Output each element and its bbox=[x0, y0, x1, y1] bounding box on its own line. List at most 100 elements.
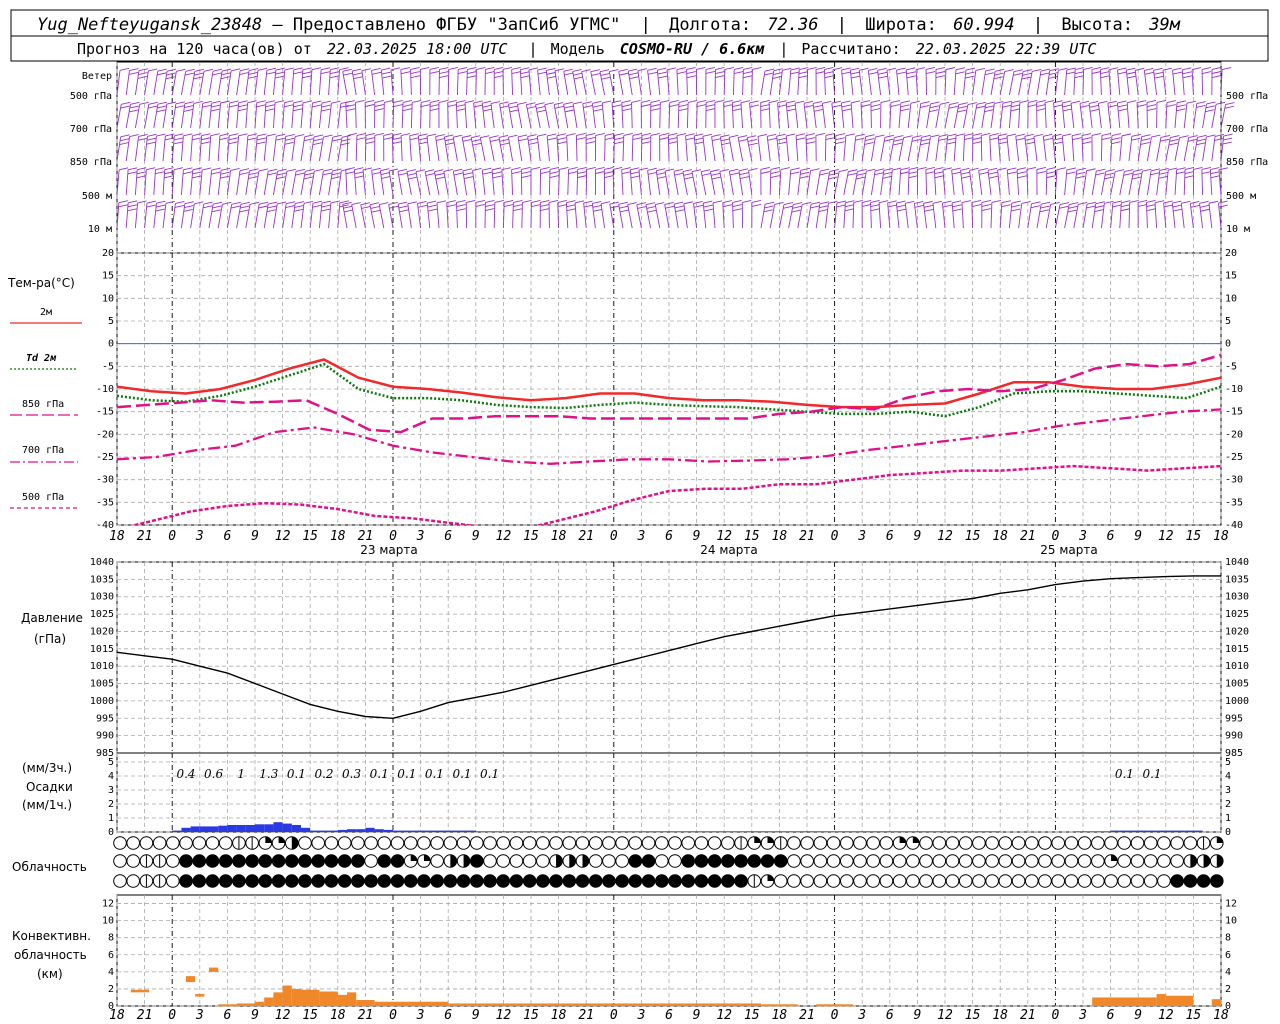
wind-barb bbox=[1097, 103, 1102, 129]
y-tick-label-right: -15 bbox=[1225, 407, 1243, 418]
wind-barb bbox=[208, 204, 214, 229]
wind-barb-feather bbox=[965, 71, 975, 75]
wind-barb-feather bbox=[1039, 209, 1049, 213]
wind-barb-feather bbox=[935, 75, 946, 79]
wind-barb-feather bbox=[900, 171, 910, 175]
wind-barb-feather bbox=[1095, 201, 1105, 205]
wind-barb-feather bbox=[1001, 204, 1011, 208]
wind-level-500m-right: 500 м bbox=[1226, 191, 1256, 202]
wind-barb bbox=[512, 202, 514, 229]
cloud-symbol bbox=[483, 854, 497, 868]
cloud-symbol bbox=[1117, 854, 1132, 868]
conv-label-1: Конвективн. bbox=[12, 929, 91, 943]
wind-barb-feather bbox=[987, 167, 998, 171]
cloud-symbol bbox=[1143, 854, 1158, 868]
wind-barb bbox=[1082, 69, 1085, 96]
wind-barb-feather bbox=[894, 135, 904, 139]
wind-barb-feather bbox=[500, 142, 510, 146]
cloud-symbol bbox=[866, 854, 881, 868]
precip-bar bbox=[1083, 831, 1093, 832]
cloud-symbol bbox=[972, 854, 986, 868]
wind-barb bbox=[1064, 204, 1070, 229]
wind-barb-feather bbox=[665, 205, 675, 209]
wind-barb-feather bbox=[1059, 205, 1069, 209]
y-tick-label: 1040 bbox=[90, 557, 114, 568]
wind-barb-feather bbox=[292, 108, 303, 112]
wind-barb-feather bbox=[285, 205, 295, 209]
wind-barb-feather bbox=[467, 67, 477, 70]
y-tick-label: 1015 bbox=[90, 644, 114, 655]
wind-barb-feather bbox=[183, 209, 193, 212]
wind-barb-feather bbox=[1091, 71, 1102, 74]
wind-barb bbox=[199, 135, 202, 162]
y-tick-label-right: 3 bbox=[1225, 785, 1231, 796]
wind-barb-feather bbox=[1186, 100, 1197, 104]
wind-barb bbox=[898, 102, 902, 129]
cloud-scattered bbox=[899, 836, 906, 843]
x-tick-label: 9 bbox=[693, 1008, 701, 1023]
wind-barb-feather bbox=[1184, 171, 1195, 174]
wind-barb-feather bbox=[760, 108, 770, 112]
wind-barb-feather bbox=[701, 169, 711, 173]
wind-barb-feather bbox=[212, 68, 223, 72]
wind-barb bbox=[700, 171, 707, 196]
wind-barb-feather bbox=[436, 200, 447, 204]
wind-barb-feather bbox=[146, 204, 156, 208]
wind-barb-feather bbox=[1187, 138, 1198, 142]
wind-barb-feather bbox=[511, 71, 521, 75]
wind-barb-feather bbox=[311, 67, 322, 71]
wind-barb-feather bbox=[1048, 76, 1058, 79]
wind-barb bbox=[618, 71, 624, 96]
wind-barb bbox=[627, 70, 633, 96]
wind-barb-feather bbox=[212, 201, 223, 205]
wind-barb-feather bbox=[742, 199, 752, 203]
wind-barb-feather bbox=[138, 72, 148, 76]
wind-barb bbox=[226, 204, 233, 229]
wind-barb bbox=[125, 202, 129, 229]
cloud-symbol bbox=[351, 836, 365, 850]
wind-barb bbox=[134, 70, 140, 96]
wind-barb-feather bbox=[148, 101, 158, 105]
wind-barb bbox=[1172, 69, 1176, 96]
wind-barb-feather bbox=[249, 168, 259, 172]
cloud-symbol bbox=[536, 836, 550, 850]
wind-barb-feather bbox=[668, 137, 678, 140]
wind-barb bbox=[1189, 203, 1194, 229]
wind-barb-feather bbox=[518, 138, 528, 142]
wind-barb bbox=[1199, 203, 1204, 229]
wind-barb-feather bbox=[952, 204, 962, 208]
wind-barb-feather bbox=[183, 109, 193, 112]
precip-bar bbox=[439, 830, 449, 832]
wind-barb bbox=[676, 135, 679, 162]
wind-barb bbox=[417, 203, 422, 229]
wind-barb bbox=[953, 104, 960, 129]
wind-barb bbox=[1162, 70, 1167, 96]
wind-barb-feather bbox=[847, 172, 857, 176]
wind-barb-feather bbox=[949, 102, 959, 105]
wind-barb bbox=[125, 169, 129, 196]
wind-barb-feather bbox=[409, 137, 420, 141]
wind-barb bbox=[481, 103, 486, 129]
wind-barb bbox=[254, 102, 258, 129]
y-tick-label-right: -10 bbox=[1225, 384, 1243, 395]
cloud-symbol bbox=[641, 836, 656, 850]
wind-barb bbox=[953, 69, 957, 96]
wind-barb-feather bbox=[1181, 200, 1191, 204]
wind-barb-feather bbox=[882, 175, 892, 179]
wind-barb-feather bbox=[1100, 67, 1110, 70]
wind-barb-feather bbox=[1024, 133, 1034, 137]
wind-barb-feather bbox=[815, 132, 825, 136]
temp-panel-label: Тем-ра(°С) bbox=[7, 276, 75, 290]
wind-barb bbox=[834, 202, 838, 229]
wind-barb bbox=[788, 169, 792, 196]
wind-barb-feather bbox=[345, 104, 356, 108]
wind-barb bbox=[667, 135, 670, 162]
wind-barb bbox=[907, 103, 912, 129]
cloud-scattered bbox=[278, 836, 285, 843]
x-tick-label: 0 bbox=[610, 1008, 618, 1023]
wind-barb-feather bbox=[354, 175, 365, 179]
wind-barb-feather bbox=[531, 204, 541, 207]
wind-barb bbox=[553, 104, 560, 129]
wind-barb bbox=[757, 136, 762, 162]
precip-bar bbox=[512, 831, 522, 832]
